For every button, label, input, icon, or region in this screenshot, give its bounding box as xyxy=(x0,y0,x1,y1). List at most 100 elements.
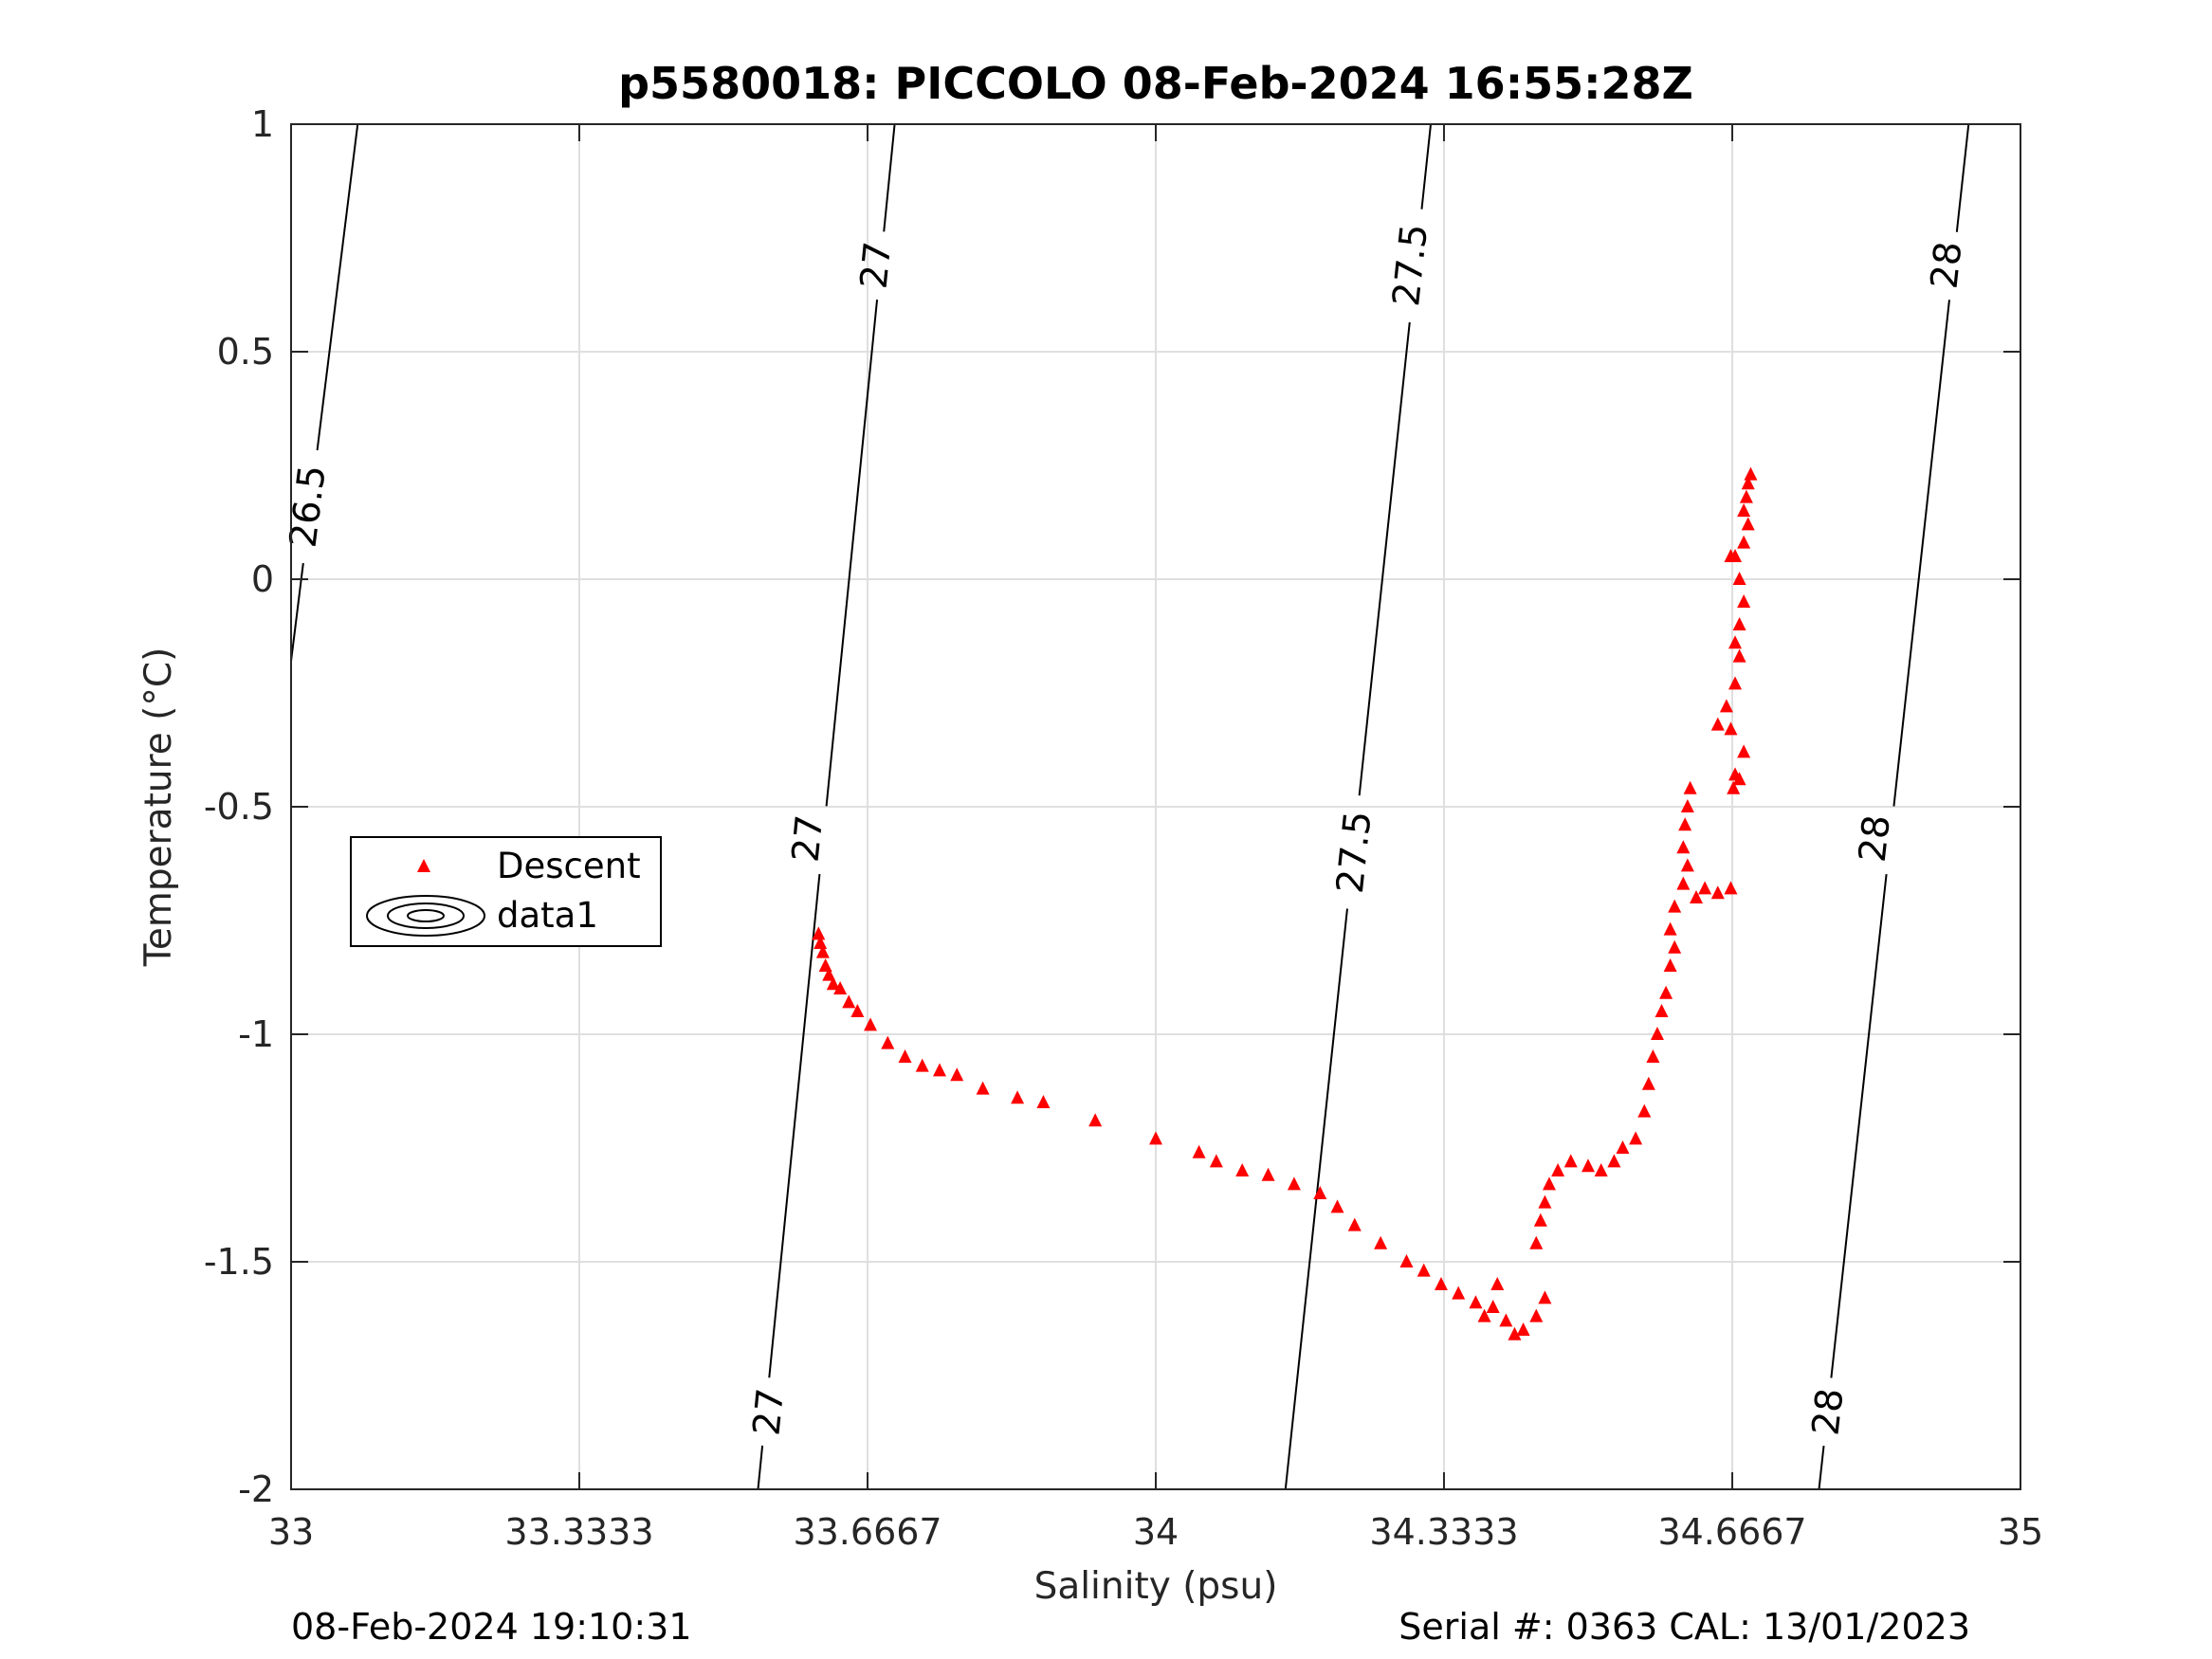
descent-point xyxy=(1732,572,1746,585)
descent-point xyxy=(1678,817,1692,831)
x-axis: 33 33.3333 33.6667 34 34.3333 34.6667 35 xyxy=(268,124,2043,1553)
descent-point xyxy=(1641,1076,1655,1090)
descent-point xyxy=(1313,1186,1327,1199)
legend: Descent data1 xyxy=(350,836,662,947)
grid-lines xyxy=(291,124,2020,1489)
x-tick-label: 33.3333 xyxy=(504,1511,653,1553)
y-tick-label: 1 xyxy=(251,103,274,145)
x-tick-label: 34.6667 xyxy=(1657,1511,1806,1553)
descent-point xyxy=(1036,1095,1051,1108)
legend-descent-marker xyxy=(417,859,430,872)
x-axis-label: Salinity (psu) xyxy=(1034,1565,1278,1608)
descent-point xyxy=(815,944,830,958)
descent-point xyxy=(822,967,836,981)
descent-point xyxy=(1680,799,1694,812)
descent-point xyxy=(1728,635,1743,649)
descent-point xyxy=(1710,885,1725,900)
descent-point xyxy=(1011,1090,1025,1104)
descent-point xyxy=(1741,476,1755,490)
y-axis-label: Temperature (°C) xyxy=(137,647,180,968)
descent-point xyxy=(1646,1049,1660,1063)
descent-point xyxy=(1499,1313,1513,1327)
descent-point xyxy=(1149,1131,1162,1145)
descent-point xyxy=(1724,721,1738,736)
y-tick-label: 0.5 xyxy=(217,331,274,373)
contour-line-segment xyxy=(1818,1445,1825,1490)
contour-label: 27 xyxy=(853,240,901,291)
contour-label: 27 xyxy=(785,813,832,865)
contour-line-segment xyxy=(825,299,879,807)
x-tick-label: 33 xyxy=(268,1511,314,1553)
descent-point xyxy=(1490,1277,1505,1290)
descent-point xyxy=(1727,780,1741,794)
descent-point xyxy=(1417,1263,1431,1277)
descent-point xyxy=(1629,1131,1643,1145)
descent-point xyxy=(1668,899,1682,913)
footer-serial-cal: Serial #: 0363 CAL: 13/01/2023 xyxy=(1398,1606,1970,1648)
contour-label: 28 xyxy=(1804,1386,1852,1437)
descent-point xyxy=(1659,985,1673,999)
y-tick-label: -1 xyxy=(238,1013,274,1055)
descent-point xyxy=(1710,717,1725,731)
descent-point xyxy=(1663,958,1677,972)
descent-point xyxy=(1508,1326,1522,1340)
descent-point xyxy=(898,1049,912,1063)
descent-point xyxy=(1719,699,1733,713)
contour-label: 28 xyxy=(1852,812,1899,864)
x-tick-label: 35 xyxy=(1998,1511,2043,1553)
descent-point xyxy=(1529,1235,1544,1249)
descent-point xyxy=(833,981,848,994)
descent-point xyxy=(1581,1158,1595,1173)
descent-point xyxy=(842,994,856,1009)
legend-data1-marker xyxy=(366,895,485,937)
descent-point xyxy=(1542,1176,1556,1191)
contour-line-segment xyxy=(757,1445,764,1490)
y-tick-label: -1.5 xyxy=(204,1241,274,1283)
descent-point xyxy=(1680,858,1694,872)
descent-point xyxy=(1732,648,1746,663)
descent-point xyxy=(1737,744,1751,758)
legend-data1-label: data1 xyxy=(497,895,598,936)
descent-point xyxy=(1744,466,1758,481)
x-tick-label: 34.3333 xyxy=(1369,1511,1518,1553)
descent-point xyxy=(1374,1235,1388,1249)
x-tick-label: 33.6667 xyxy=(793,1511,941,1553)
descent-point xyxy=(1261,1167,1275,1181)
descent-point xyxy=(1650,1027,1664,1040)
descent-point xyxy=(1698,881,1712,895)
descent-point xyxy=(1399,1254,1414,1267)
descent-point xyxy=(1538,1194,1552,1209)
descent-point xyxy=(850,1004,865,1017)
contour-line-segment xyxy=(1358,321,1411,796)
descent-point xyxy=(1732,617,1746,630)
descent-point xyxy=(814,936,828,949)
descent-point xyxy=(1737,535,1751,549)
contour-line-segment xyxy=(1955,123,1970,232)
descent-point xyxy=(1737,594,1751,608)
contour-label: 27 xyxy=(745,1386,793,1437)
descent-point xyxy=(1088,1113,1103,1127)
descent-point xyxy=(1516,1322,1530,1336)
descent-series xyxy=(812,466,1758,1340)
descent-point xyxy=(1732,772,1746,786)
descent-point xyxy=(1663,921,1677,936)
descent-point xyxy=(1469,1295,1483,1309)
descent-point xyxy=(1737,503,1751,517)
descent-point xyxy=(1529,1308,1544,1322)
descent-point xyxy=(812,926,826,940)
contour-label: 27.5 xyxy=(1385,222,1436,308)
descent-point xyxy=(933,1063,946,1077)
descent-point xyxy=(915,1058,929,1072)
descent-point xyxy=(864,1017,878,1031)
contour-line-segment xyxy=(883,123,896,232)
descent-point xyxy=(1739,489,1753,503)
descent-point xyxy=(1594,1163,1608,1176)
descent-point xyxy=(1676,840,1691,854)
descent-point xyxy=(1192,1144,1206,1158)
descent-point xyxy=(950,1067,964,1082)
descent-point xyxy=(1724,549,1738,562)
descent-point xyxy=(1683,780,1697,794)
descent-point xyxy=(1287,1176,1301,1191)
